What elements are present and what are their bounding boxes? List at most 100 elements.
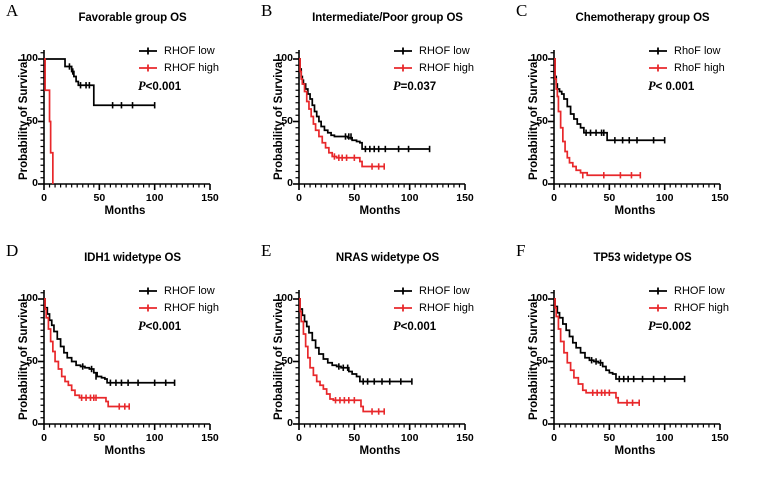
- survival-curve: [44, 298, 130, 408]
- y-tick-label: 100: [20, 52, 38, 64]
- p-value-annotation: P<0.001: [393, 319, 474, 334]
- legend-label: RHOF low: [164, 284, 215, 297]
- legend-label: RHOF high: [419, 61, 475, 74]
- x-tick-label: 100: [145, 432, 164, 444]
- panel-letter: B: [261, 1, 273, 20]
- legend-item: RHOF high: [138, 59, 219, 76]
- x-axis-title: Months: [614, 445, 656, 457]
- plot-area: [38, 50, 211, 190]
- y-tick-label: 50: [281, 354, 293, 367]
- x-tick-label: 150: [711, 432, 729, 444]
- panel-title: TP53 widetype OS: [593, 252, 692, 264]
- panel-d: D IDH1 widetype OS 0 50 100 150 0 50 100 Months Pr…: [0, 240, 255, 480]
- panel-title: Intermediate/Poor group OS: [312, 12, 463, 24]
- x-tick-label: 0: [551, 192, 557, 204]
- x-tick-label: 50: [93, 192, 106, 204]
- legend-item: RHOF low: [393, 282, 474, 299]
- legend-marker-icon: [649, 47, 667, 54]
- legend-item: RHOF low: [648, 282, 729, 299]
- survival-curve: [554, 298, 640, 404]
- legend-marker-icon: [139, 304, 157, 311]
- y-axis-title: Probability of Survival: [273, 298, 285, 420]
- x-tick-label: 100: [145, 192, 164, 204]
- y-tick-label: 100: [275, 292, 293, 304]
- x-tick-label: 150: [456, 432, 474, 444]
- y-tick-label: 100: [530, 292, 548, 304]
- y-tick-label: 100: [275, 52, 293, 64]
- p-value-text: <0.001: [145, 81, 182, 93]
- y-tick-label: 50: [26, 354, 38, 367]
- survival-curve: [299, 298, 412, 383]
- p-value-text: <0.001: [400, 321, 437, 333]
- p-symbol: P: [138, 319, 146, 333]
- y-axis-title: Probability of Survival: [18, 58, 30, 180]
- legend-label: RHOF low: [419, 44, 470, 57]
- panel-letter: C: [516, 1, 528, 20]
- survival-curve: [299, 58, 385, 168]
- legend-marker-icon: [139, 47, 157, 54]
- x-tick-label: 100: [655, 432, 674, 444]
- plot-area: [293, 290, 466, 430]
- y-tick-label: 0: [542, 177, 548, 189]
- legend: RHOF low RHOF high P<0.001: [138, 282, 219, 334]
- x-tick-label: 150: [711, 192, 729, 204]
- panel-f: F TP53 widetype OS 0 50 100 150 0 50 100 Months Pr…: [510, 240, 765, 480]
- plot-area: [548, 290, 721, 430]
- y-tick-label: 50: [536, 114, 548, 127]
- x-tick-label: 0: [41, 192, 47, 204]
- p-value-annotation: P=0.002: [648, 319, 729, 334]
- survival-curve: [44, 58, 54, 184]
- survival-curve: [554, 298, 685, 380]
- y-tick-label: 50: [26, 114, 38, 127]
- y-tick-label: 0: [32, 177, 38, 189]
- legend: RhoF low RhoF high P< 0.001: [648, 42, 725, 94]
- legend-item: RhoF low: [648, 42, 725, 59]
- y-tick-label: 0: [287, 417, 293, 429]
- x-axis-title: Months: [104, 205, 146, 217]
- p-value-annotation: P<0.001: [138, 319, 219, 334]
- legend-marker-icon: [394, 64, 412, 71]
- panel-b: B Intermediate/Poor group OS 0 50 100 150 0 50 1…: [255, 0, 510, 240]
- legend-label: RHOF low: [164, 44, 215, 57]
- y-tick-label: 50: [536, 354, 548, 367]
- x-tick-label: 50: [603, 192, 616, 204]
- x-axis-title: Months: [359, 445, 401, 457]
- x-tick-label: 0: [296, 192, 302, 204]
- panel-title: Favorable group OS: [78, 12, 187, 24]
- panel-title: NRAS widetype OS: [335, 252, 440, 264]
- legend-label: RHOF low: [674, 284, 725, 297]
- panel-a: A Favorable group OS 0 50 100 150 0 50 100 Months…: [0, 0, 255, 240]
- y-tick-label: 50: [281, 114, 293, 127]
- panel-letter: A: [6, 1, 19, 20]
- legend-item: RHOF high: [393, 299, 474, 316]
- legend: RHOF low RHOF high P=0.002: [648, 282, 729, 334]
- x-axis-title: Months: [359, 205, 401, 217]
- y-tick-label: 0: [542, 417, 548, 429]
- p-symbol: P: [393, 319, 401, 333]
- survival-curve: [299, 58, 430, 150]
- x-tick-label: 50: [348, 432, 361, 444]
- y-tick-label: 100: [530, 52, 548, 64]
- panel-letter: F: [516, 241, 526, 260]
- plot-area: [548, 50, 721, 190]
- panel-letter: E: [261, 241, 272, 260]
- legend-label: RHOF low: [419, 284, 470, 297]
- x-tick-label: 150: [201, 192, 219, 204]
- y-axis-title: Probability of Survival: [18, 298, 30, 420]
- legend-marker-icon: [139, 64, 157, 71]
- legend-marker-icon: [394, 47, 412, 54]
- p-symbol: P: [648, 79, 656, 93]
- legend-marker-icon: [139, 287, 157, 294]
- p-value-annotation: P=0.037: [393, 79, 474, 94]
- legend-label: RHOF high: [419, 301, 475, 314]
- y-tick-label: 100: [20, 292, 38, 304]
- legend-item: RHOF high: [393, 59, 474, 76]
- x-tick-label: 50: [348, 192, 361, 204]
- x-tick-label: 0: [551, 432, 557, 444]
- p-value-text: <0.001: [145, 321, 182, 333]
- legend-item: RHOF low: [138, 282, 219, 299]
- legend-label: RhoF low: [674, 44, 721, 57]
- x-axis-title: Months: [104, 445, 146, 457]
- x-tick-label: 100: [655, 192, 674, 204]
